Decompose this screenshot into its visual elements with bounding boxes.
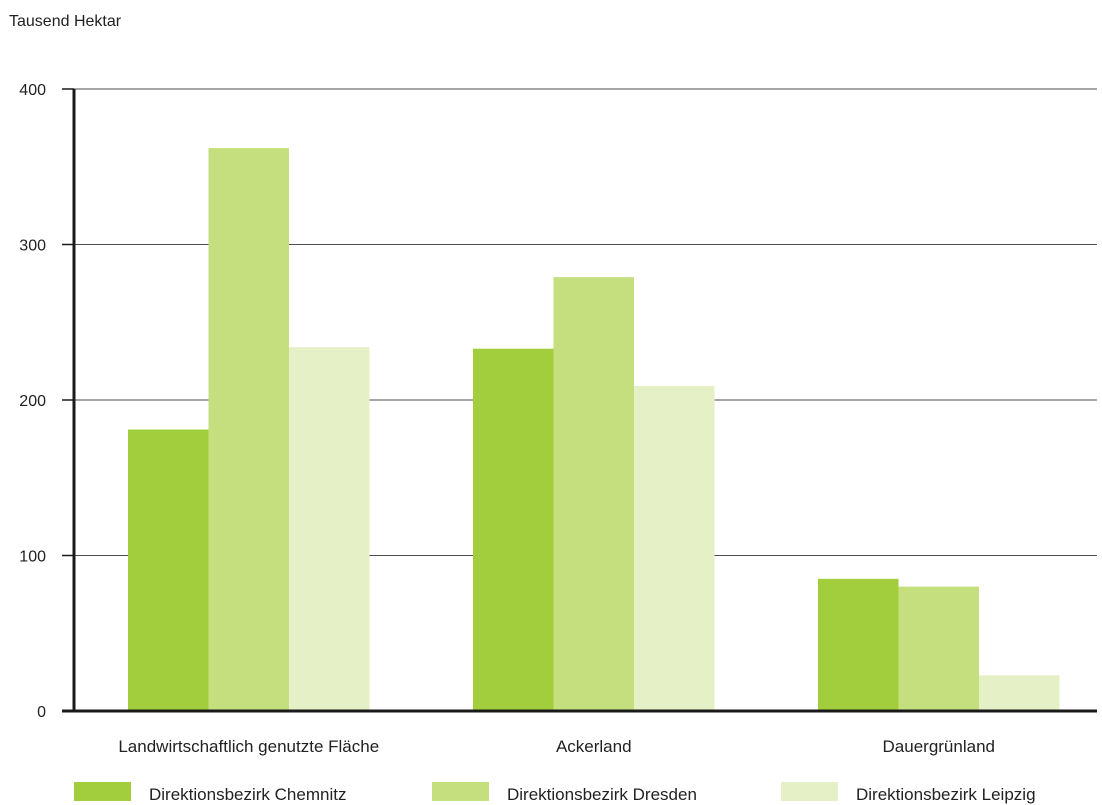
- legend: Direktionsbezirk Chemnitz Direktionsbezir…: [74, 782, 1036, 804]
- legend-swatch: [432, 782, 489, 801]
- category-label: Landwirtschaftlich genutzte Fläche: [118, 737, 379, 756]
- bars: [128, 148, 1060, 712]
- y-tick-label: 0: [37, 704, 46, 721]
- y-axis-label: Tausend Hektar: [9, 13, 122, 30]
- legend-label: Direktionsbezirk Dresden: [507, 785, 697, 804]
- category-label: Ackerland: [556, 737, 632, 756]
- bar: [473, 348, 554, 711]
- y-tick-label: 100: [19, 549, 46, 566]
- legend-swatch: [781, 782, 838, 801]
- bar: [818, 578, 899, 711]
- bar: [208, 148, 289, 712]
- y-tick-labels: 0 100 200 300 400: [19, 82, 46, 721]
- bar: [553, 277, 634, 711]
- legend-swatch: [74, 782, 131, 801]
- y-tick-label: 400: [19, 82, 46, 99]
- bar: [634, 386, 715, 711]
- bar: [289, 347, 370, 711]
- axes: [62, 89, 1097, 713]
- y-tick-label: 300: [19, 238, 46, 255]
- legend-label: Direktionsbezirk Leipzig: [856, 785, 1036, 804]
- bar: [979, 675, 1060, 711]
- x-tick-labels: Landwirtschaftlich genutzte Fläche Ackerl…: [118, 737, 995, 756]
- category-label: Dauergrünland: [883, 737, 995, 756]
- y-tick-label: 200: [19, 393, 46, 410]
- legend-label: Direktionsbezirk Chemnitz: [149, 785, 346, 804]
- bar: [128, 429, 209, 711]
- bar: [898, 586, 979, 711]
